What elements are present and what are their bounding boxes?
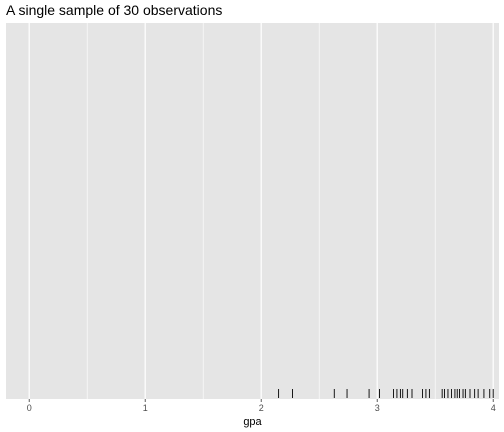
major-gridlines [28,23,494,399]
x-axis: 0 1 2 3 4 [27,399,496,413]
x-axis-title: gpa [243,416,262,428]
x-tick-label: 0 [27,403,32,413]
plot-panel [6,23,499,399]
chart-title: A single sample of 30 observations [6,2,223,18]
x-tick-label: 3 [375,403,380,413]
x-tick-label: 2 [259,403,264,413]
x-tick-label: 1 [143,403,148,413]
minor-gridlines [86,23,436,399]
rug-marks [278,389,494,398]
x-tick-label: 4 [491,403,496,413]
